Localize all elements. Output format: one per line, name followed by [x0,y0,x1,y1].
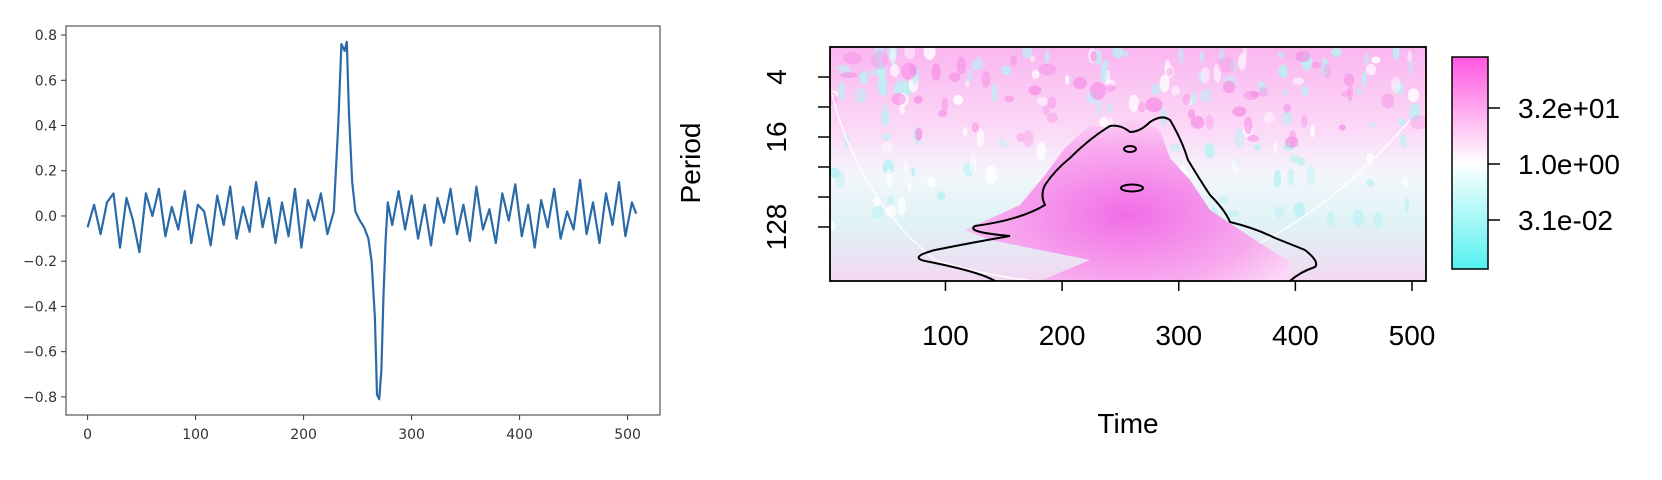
line-y-axis: 0.8 0.6 0.4 0.2 0.0 −0.2 −0.4 −0.6 −0.8 [23,28,66,406]
heatmap-y-axis: 4 16 128 [761,69,830,250]
y-tick-label: −0.6 [23,345,57,361]
x-tick-label: 500 [1389,320,1436,351]
x-tick-label: 400 [506,427,533,443]
colorbar-tick-label: 3.1e-02 [1518,205,1613,236]
colorbar: 3.2e+01 1.0e+00 3.1e-02 [1451,56,1620,270]
y-tick-label: −0.8 [23,390,57,406]
heatmap-y-label: Period [675,123,706,204]
contour-island-lower [1120,183,1144,193]
colorbar-tick-label: 3.2e+01 [1518,93,1620,124]
y-tick-label: 4 [761,69,792,85]
y-tick-label: −0.2 [23,254,57,270]
line-plot-frame [65,25,661,416]
x-tick-label: 500 [614,427,641,443]
y-tick-label: 0.4 [35,119,57,135]
x-tick-label: 200 [1039,320,1086,351]
x-tick-label: 100 [182,427,209,443]
heatmap-field [830,47,1426,281]
x-tick-label: 0 [83,427,92,443]
cone-of-influence [831,94,1411,281]
x-tick-label: 400 [1272,320,1319,351]
significant-region-fill [965,116,1290,281]
significance-contour [917,116,1318,282]
colorbar-tick-label: 1.0e+00 [1518,149,1620,180]
line-series [86,40,638,401]
y-tick-label: 128 [761,204,792,251]
colorbar-gradient [1451,56,1489,270]
y-tick-label: 0.0 [35,209,57,225]
line-x-axis: 0 100 200 300 400 500 [83,415,641,443]
line-chart: 0.8 0.6 0.4 0.2 0.0 −0.2 −0.4 −0.6 −0.8 0 100 200 3… [23,25,661,443]
y-tick-label: 16 [761,121,792,152]
heatmap-x-label: Time [1097,408,1158,439]
y-tick-label: −0.4 [23,299,57,315]
x-tick-label: 100 [922,320,969,351]
x-tick-label: 300 [398,427,425,443]
contour-island-upper [1123,145,1137,153]
y-tick-label: 0.6 [35,73,57,89]
x-tick-label: 300 [1155,320,1202,351]
y-tick-label: 0.2 [35,164,57,180]
x-tick-label: 200 [290,427,317,443]
y-tick-label: 0.8 [35,28,57,44]
wavelet-heatmap: 4 16 128 100 200 300 400 500 Period Time 3.2e+… [675,46,1620,439]
heatmap-x-axis: 100 200 300 400 500 [922,281,1435,351]
heatmap-frame [829,46,1427,282]
